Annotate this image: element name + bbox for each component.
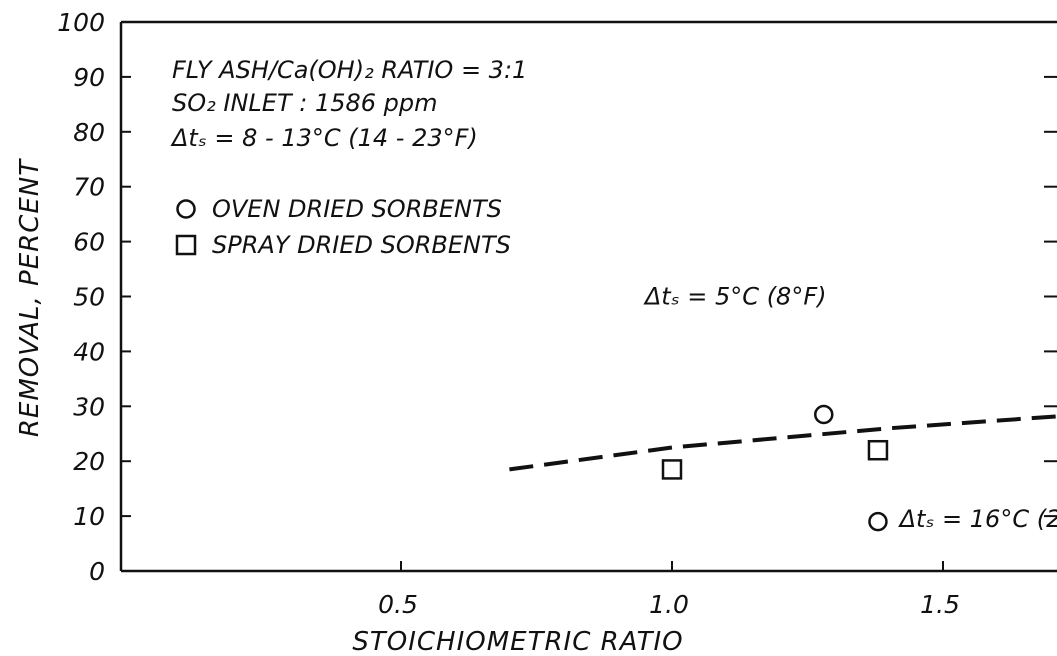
y-tick-label: 20 [73, 447, 105, 476]
legend-square-marker [175, 234, 197, 256]
y-tick-label: 0 [89, 557, 105, 586]
y-tick-label: 90 [73, 63, 105, 92]
legend-label-oven-dried: OVEN DRIED SORBENTS [212, 195, 502, 223]
y-tick-label: 60 [73, 228, 105, 257]
x-tick-label: 0.5 [378, 590, 418, 619]
y-tick-label: 40 [73, 337, 105, 366]
condition-note: FLY ASH/Ca(OH)₂ RATIO = 3:1 [172, 56, 527, 84]
y-tick-label: 30 [73, 392, 105, 421]
y-axis-title: REMOVAL, PERCENT [15, 158, 45, 437]
x-tick-label: 1.5 [920, 590, 960, 619]
legend-label-spray-dried: SPRAY DRIED SORBENTS [212, 231, 511, 259]
condition-note: SO₂ INLET : 1586 ppm [172, 89, 438, 117]
spray-dried-point [661, 459, 683, 480]
x-tick-label: 1.0 [649, 590, 689, 619]
y-tick-label: 100 [57, 8, 105, 37]
delta-t-annotation: Δtₛ = 5°C (8°F) [643, 283, 827, 311]
y-tick-label: 10 [73, 502, 105, 531]
spray-dried-point [867, 439, 889, 461]
legend-circle-marker [176, 199, 196, 219]
x-axis-title: STOICHIOMETRIC RATIO [352, 627, 683, 656]
trend-line-dashed [509, 414, 1057, 472]
oven-dried-point [868, 511, 888, 532]
y-tick-label: 80 [73, 118, 105, 147]
y-tick-label: 70 [73, 173, 105, 202]
delta-t-annotation: Δtₛ = 16°C (28°F) [898, 505, 1057, 533]
oven-dried-point [814, 404, 834, 425]
y-tick-label: 50 [73, 283, 105, 312]
condition-note: Δtₛ = 8 - 13°C (14 - 23°F) [170, 124, 478, 152]
